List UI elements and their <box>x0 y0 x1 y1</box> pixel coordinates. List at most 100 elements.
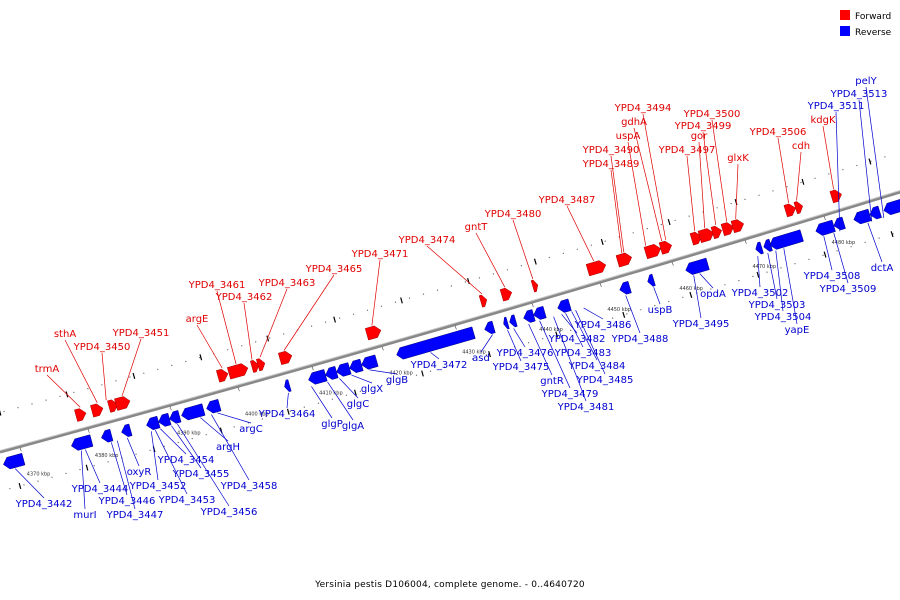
leader-line <box>126 437 140 467</box>
legend-reverse-swatch <box>840 26 850 36</box>
track-dot <box>570 329 572 331</box>
track-dot <box>668 300 670 303</box>
gene-label: YPD4_3444 <box>71 484 129 495</box>
track-dot <box>850 246 852 248</box>
leader-line <box>528 323 553 376</box>
track-dot <box>884 156 886 158</box>
track-dot <box>3 410 5 413</box>
leader-line <box>507 329 522 362</box>
reverse-gene-arrow <box>308 369 328 385</box>
forward-gene-arrow <box>793 201 803 215</box>
leader-line <box>339 378 359 399</box>
gene-label: YPD4_3500 <box>683 109 741 120</box>
track-dash <box>689 291 693 298</box>
leader-line <box>571 311 598 361</box>
track-dot <box>506 269 508 271</box>
leader-line <box>775 250 784 312</box>
gene-label: YPD4_3455 <box>172 469 230 480</box>
axis-tick <box>87 428 90 433</box>
gene-label: cdh <box>792 141 810 152</box>
track-dot <box>682 296 684 298</box>
reverse-gene-arrow <box>647 273 656 287</box>
gene-label: YPD4_3451 <box>112 328 170 339</box>
track-dash <box>667 219 671 226</box>
leader-line <box>80 450 86 510</box>
forward-gene-arrow <box>226 363 249 380</box>
forward-gene-arrow <box>720 222 735 237</box>
leader-line <box>283 274 335 351</box>
gene-label: YPD4_3476 <box>496 348 554 359</box>
leader-line <box>865 86 885 218</box>
gene-label: YPD4_3481 <box>557 402 615 413</box>
track-dot <box>9 488 11 490</box>
reverse-gene-arrow <box>869 205 882 220</box>
leader-line <box>822 125 834 190</box>
reverse-gene-arrow <box>284 379 292 392</box>
reverse-gene-arrow <box>763 238 773 252</box>
legend-forward-swatch <box>840 10 850 20</box>
track-dot <box>492 273 494 275</box>
track-dash <box>890 231 894 238</box>
gene-label: YPD4_3453 <box>158 495 216 506</box>
forward-gene-arrow <box>658 240 673 255</box>
track-dash <box>18 482 22 490</box>
track-dot <box>612 317 614 319</box>
gene-label: YPD4_3465 <box>305 264 363 275</box>
track-dot <box>93 465 95 467</box>
axis-tick <box>381 346 384 351</box>
reverse-gene-arrow <box>853 208 872 225</box>
gene-label: YPD4_3504 <box>754 312 812 323</box>
track-dash <box>801 178 805 185</box>
reverse-gene-arrow <box>349 358 364 373</box>
gene-label: YPD4_3499 <box>674 121 732 132</box>
track-dot <box>107 461 109 463</box>
leader-line <box>777 137 789 203</box>
gene-label: YPD4_3458 <box>220 481 278 492</box>
track-dash <box>533 258 537 265</box>
gene-label: YPD4_3456 <box>200 507 258 518</box>
gene-label: YPD4_3461 <box>188 280 246 291</box>
track-dot <box>486 354 488 356</box>
axis-tick <box>19 447 22 452</box>
gene-label: uspA <box>616 131 641 142</box>
axis-tick-label: 4450 kbp <box>607 307 631 313</box>
track-dot <box>408 297 411 299</box>
gene-label: yapE <box>785 325 810 336</box>
reverse-gene-arrow <box>101 428 114 443</box>
forward-gene-arrow <box>215 368 229 383</box>
gene-label: kdgK <box>810 115 835 126</box>
leader-line <box>583 307 604 320</box>
track-dash <box>488 351 491 358</box>
track-dot <box>394 301 397 303</box>
track-dot <box>542 338 544 340</box>
leader-line <box>702 131 717 225</box>
leader-line <box>698 141 706 229</box>
track-dot <box>87 388 89 390</box>
track-dot <box>255 341 257 343</box>
axis-tick-label: 4400 kbp <box>245 411 269 417</box>
leader-line <box>259 288 288 358</box>
axis-tick <box>237 387 240 392</box>
track-dot <box>794 263 796 265</box>
gene-label: opdA <box>700 289 726 300</box>
track-dot <box>808 258 810 260</box>
track-dot <box>766 271 768 273</box>
track-dot <box>339 317 341 319</box>
gene-label: YPD4_3490 <box>582 145 640 156</box>
gene-label: YPD4_3471 <box>351 249 409 260</box>
legend: Forward Reverse <box>840 10 892 38</box>
gene-label: YPD4_3511 <box>807 101 865 112</box>
leader-line <box>783 248 798 325</box>
leader-line <box>196 324 223 369</box>
backbone-highlight <box>0 190 900 451</box>
track-dash <box>199 354 203 361</box>
axis-tick-label: 4390 kbp <box>177 430 201 436</box>
gene-label: sthA <box>54 329 76 340</box>
reverse-gene-arrow <box>121 423 133 437</box>
leader-line <box>653 287 661 305</box>
gene-label: YPD4_3464 <box>258 409 316 420</box>
leader-line <box>796 151 802 201</box>
gene-label: YPD4_3497 <box>658 145 716 156</box>
leader-line <box>311 386 333 419</box>
gene-label: argC <box>239 424 262 435</box>
